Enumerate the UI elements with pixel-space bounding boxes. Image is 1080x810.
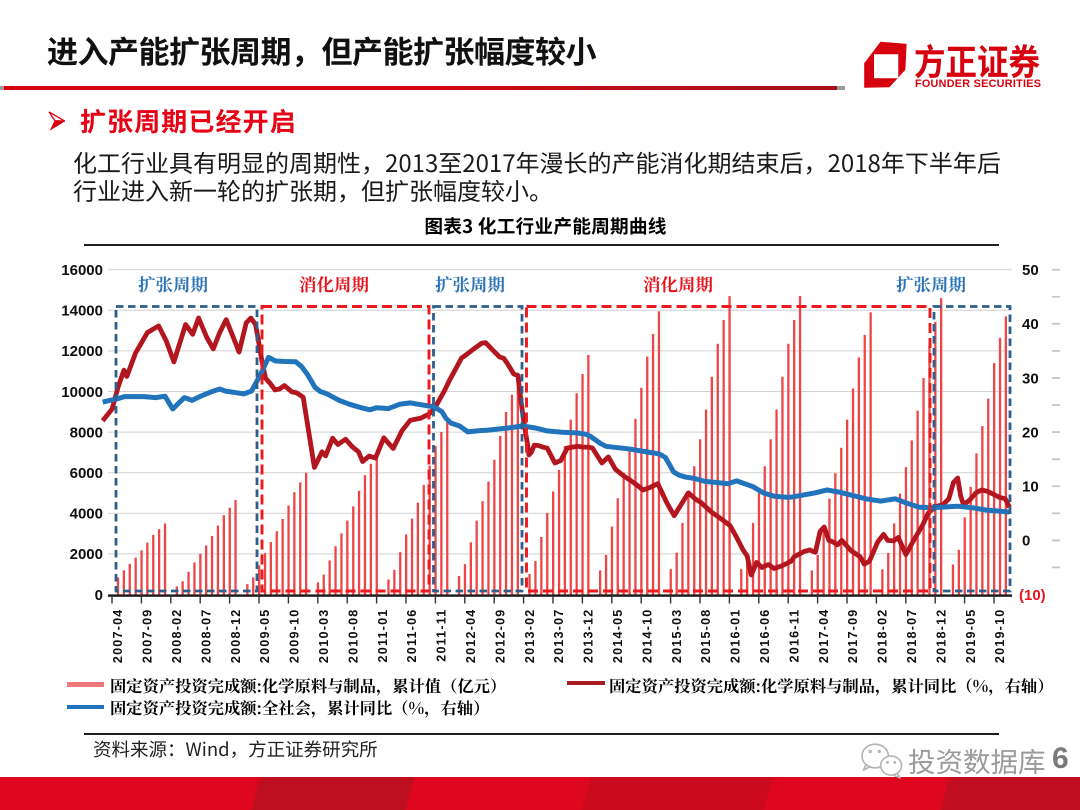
- svg-text:16000: 16000: [61, 262, 103, 279]
- svg-text:扩张周期: 扩张周期: [138, 272, 208, 297]
- svg-text:2013-02: 2013-02: [523, 609, 537, 664]
- svg-text:2011-11: 2011-11: [435, 609, 449, 662]
- svg-text:2019-05: 2019-05: [964, 609, 978, 664]
- svg-text:30: 30: [1022, 370, 1039, 387]
- svg-text:消化周期: 消化周期: [299, 272, 369, 297]
- svg-text:4000: 4000: [70, 506, 103, 523]
- svg-text:6000: 6000: [70, 465, 103, 482]
- svg-text:40: 40: [1022, 316, 1039, 333]
- svg-text:2008-07: 2008-07: [199, 609, 213, 664]
- svg-text:2007-04: 2007-04: [111, 609, 125, 664]
- svg-text:2010-03: 2010-03: [317, 609, 331, 664]
- svg-text:消化周期: 消化周期: [643, 272, 713, 297]
- svg-text:2016-11: 2016-11: [787, 609, 801, 663]
- svg-text:2008-12: 2008-12: [229, 609, 243, 664]
- svg-text:2009-10: 2009-10: [288, 609, 302, 664]
- svg-text:2013-07: 2013-07: [552, 609, 566, 664]
- svg-text:2011-06: 2011-06: [405, 609, 419, 663]
- svg-text:50: 50: [1022, 262, 1039, 279]
- svg-text:10000: 10000: [61, 384, 103, 401]
- svg-text:2010-08: 2010-08: [346, 609, 360, 664]
- svg-text:8000: 8000: [70, 424, 103, 441]
- svg-text:2000: 2000: [70, 546, 103, 563]
- svg-text:2018-12: 2018-12: [934, 609, 948, 664]
- svg-text:扩张周期: 扩张周期: [896, 272, 966, 297]
- svg-text:2018-07: 2018-07: [905, 609, 919, 664]
- svg-text:2019-10: 2019-10: [993, 608, 1007, 663]
- svg-text:2015-03: 2015-03: [670, 609, 684, 664]
- svg-text:14000: 14000: [61, 303, 103, 320]
- svg-text:0: 0: [95, 587, 103, 604]
- svg-text:2015-08: 2015-08: [699, 609, 713, 664]
- svg-text:2008-02: 2008-02: [170, 609, 184, 664]
- svg-text:0: 0: [1022, 533, 1030, 550]
- svg-text:2017-04: 2017-04: [817, 609, 831, 664]
- svg-text:(10): (10): [1019, 587, 1046, 604]
- svg-text:2017-09: 2017-09: [846, 609, 860, 664]
- svg-text:2009-05: 2009-05: [258, 609, 272, 664]
- svg-text:扩张周期: 扩张周期: [435, 272, 505, 297]
- svg-text:2007-09: 2007-09: [141, 609, 155, 664]
- svg-text:2016-06: 2016-06: [758, 609, 772, 664]
- svg-text:2012-09: 2012-09: [493, 609, 507, 664]
- svg-text:2014-05: 2014-05: [611, 609, 625, 664]
- svg-text:2018-02: 2018-02: [876, 609, 890, 664]
- svg-text:10: 10: [1022, 479, 1039, 496]
- svg-text:2013-12: 2013-12: [582, 609, 596, 664]
- svg-text:2012-04: 2012-04: [464, 609, 478, 664]
- svg-text:20: 20: [1022, 424, 1039, 441]
- svg-text:2011-01: 2011-01: [376, 609, 390, 663]
- svg-text:12000: 12000: [61, 343, 103, 360]
- svg-text:2014-10: 2014-10: [640, 609, 654, 664]
- svg-text:2016-01: 2016-01: [729, 609, 743, 664]
